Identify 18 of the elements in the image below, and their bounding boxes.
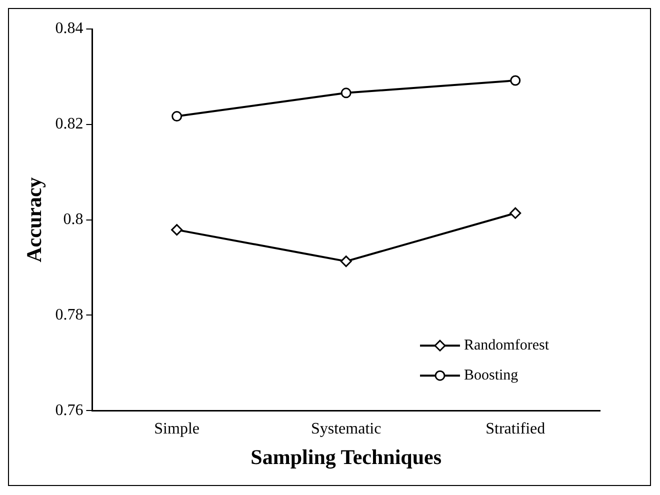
point — [340, 88, 352, 98]
y-tick-label: 0.76 — [55, 402, 84, 419]
point — [171, 224, 183, 236]
legend-label: Boosting — [464, 368, 519, 384]
y-tick-label: 0.82 — [55, 116, 84, 133]
x-tick-label: Simple — [154, 420, 200, 438]
y-tick-label: 0.78 — [55, 306, 84, 324]
x-axis-title: Sampling Techniques — [250, 444, 442, 469]
x-tick-label: Stratified — [486, 420, 546, 438]
point — [510, 207, 522, 219]
point — [172, 111, 182, 122]
x-tick-label: Systematic — [310, 420, 382, 438]
y-axis-title: Accuracy — [22, 176, 46, 262]
point — [510, 75, 521, 86]
legend-label: Randomforest — [464, 338, 550, 354]
y-tick-label: 0.8 — [63, 211, 84, 228]
point — [340, 256, 352, 268]
y-tick-label: 0.84 — [55, 20, 84, 38]
